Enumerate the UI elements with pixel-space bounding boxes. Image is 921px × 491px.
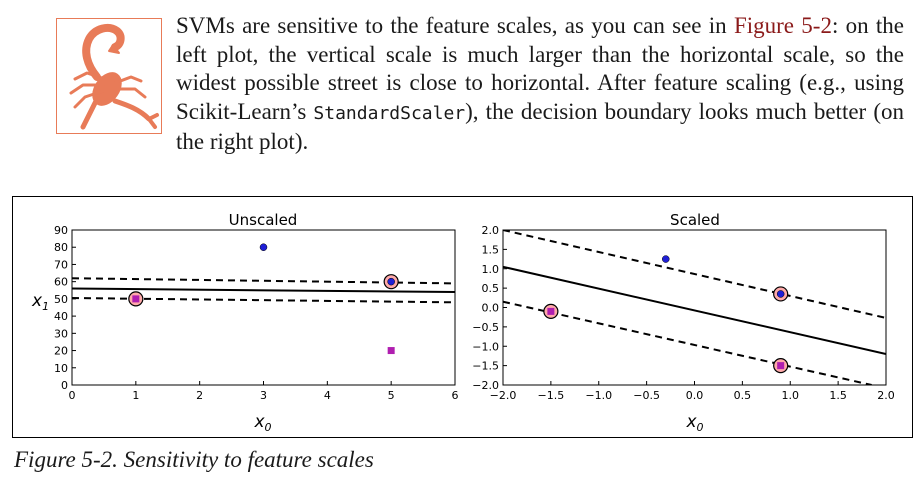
y-tick-label: −2.0 [472,379,499,392]
x-tick-label: 6 [452,389,459,402]
x-tick-label: −1.0 [585,389,612,402]
scorpion-icon [56,18,162,134]
note-text-3: ), the decision boundary looks much bett… [176,98,904,155]
y-tick-label: 40 [54,310,68,323]
y-tick-label: 0 [61,379,68,392]
x-tick-label: −2.0 [490,389,517,402]
margin-line [72,277,455,285]
x-tick-label: −1.5 [538,389,565,402]
y-tick-label: −1.5 [472,360,499,373]
figure-frame [12,196,913,438]
plot-scaled: Scaled −2.0 −1.5 −1.0 −0.5 0.0 0.5 1.0 1.5 2.0 −2… [472,211,894,434]
x-tick-label: 4 [324,389,331,402]
data-point-circle [662,255,670,263]
axis-label-x0: x0 [685,412,703,434]
figure-link[interactable]: Figure 5-2 [733,13,832,38]
note-paragraph: SVMs are sensitive to the feature scales… [176,12,904,157]
data-point-circle [259,243,268,251]
y-tick-label: 90 [54,224,68,237]
data-point-square [547,307,555,315]
x-tick-label: 1.5 [829,389,847,402]
data-point-square [777,362,785,370]
y-tick-label: 2.0 [482,224,500,237]
y-tick-label: 30 [54,327,68,340]
plot-frame [71,229,456,386]
plot-title: Scaled [670,211,720,229]
data-point-square [132,295,140,303]
x-tick-label: −0.5 [633,389,660,402]
decision-boundary-line [503,265,886,355]
x-tick-label: 0.5 [734,389,752,402]
y-tick-label: 60 [54,276,68,289]
x-tick-label: 2 [196,389,203,402]
x-tick-label: 5 [388,389,395,402]
y-tick-label: 80 [54,241,68,254]
y-tick-label: 20 [54,345,68,358]
axis-label-x1: x1 [31,291,49,313]
data-point-circle [776,290,785,298]
y-tick-label: −1.0 [472,340,499,353]
y-tick-label: 1.0 [482,263,500,276]
code-standardscaler: StandardScaler [313,102,466,124]
y-tick-label: 0.0 [482,302,500,315]
y-tick-label: 50 [54,293,68,306]
margin-line [503,300,872,385]
y-tick-label: 70 [54,258,68,271]
margin-line [503,230,886,319]
plot-frame [502,229,887,386]
x-tick-label: 0 [69,389,76,402]
x-tick-label: 3 [260,389,267,402]
data-point-circle [387,277,395,286]
y-tick-label: −0.5 [472,321,499,334]
x-tick-label: 1 [132,389,139,402]
note-text-1: SVMs are sensitive to the feature scales… [176,13,734,38]
y-tick-label: 0.5 [482,282,500,295]
x-tick-label: 1.0 [782,389,800,402]
note-text-2: : on the left plot, the vertical scale i… [176,13,904,124]
x-tick-label: 2.0 [877,389,895,402]
figure-caption: Figure 5-2. Sensitivity to feature scale… [14,447,374,472]
axis-label-x0: x0 [253,412,271,434]
plot-title: Unscaled [229,211,298,229]
data-point-square [387,347,395,355]
x-tick-label: 0.0 [686,389,704,402]
y-tick-label: 10 [54,362,68,375]
decision-boundary-line [72,287,455,293]
y-tick-label: 1.5 [482,243,500,256]
